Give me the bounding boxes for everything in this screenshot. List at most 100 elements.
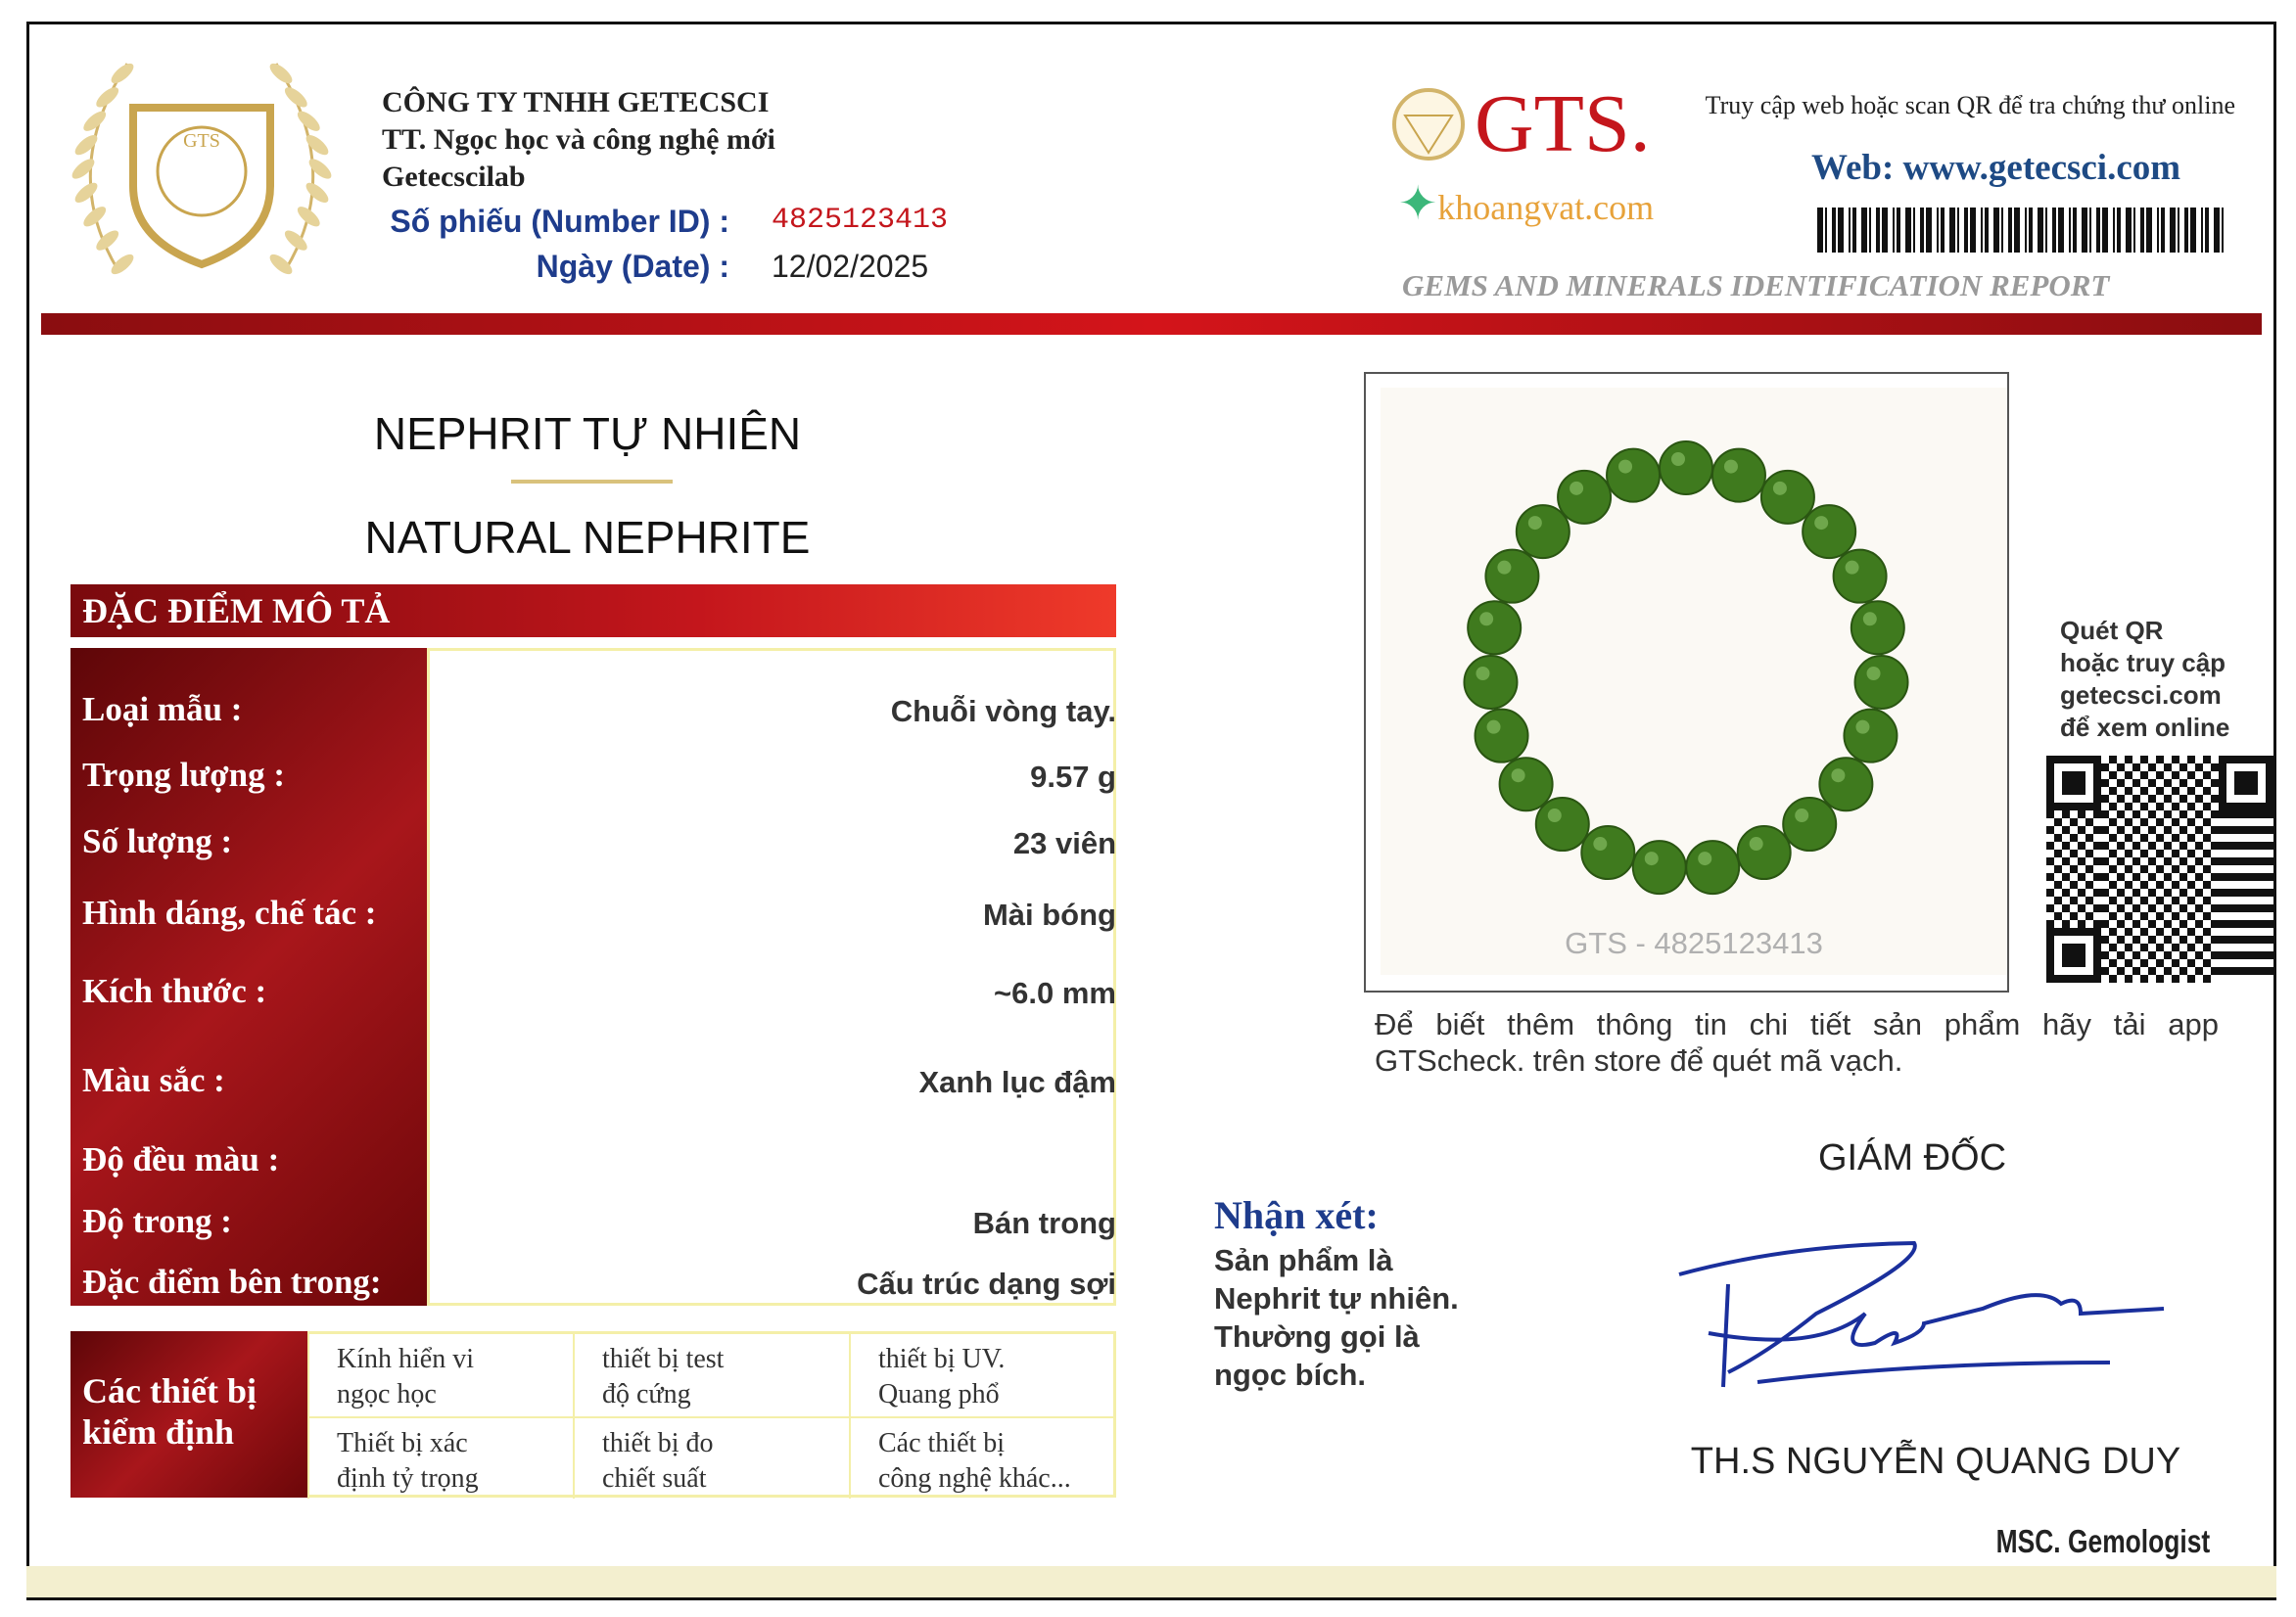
- qr-module: [2242, 771, 2250, 779]
- qr-module: [2172, 803, 2179, 810]
- qr-module: [2250, 951, 2258, 959]
- qr-module: [2132, 810, 2140, 818]
- qr-module: [2101, 951, 2109, 959]
- barcode-bar: [2045, 208, 2047, 253]
- qr-module: [2046, 803, 2054, 810]
- bead: [1631, 840, 1687, 896]
- qr-module: [2070, 803, 2078, 810]
- qr-module: [2266, 936, 2273, 944]
- qr-module: [2109, 912, 2117, 920]
- qr-module: [2195, 810, 2203, 818]
- qr-module: [2125, 928, 2132, 936]
- qr-module: [2156, 787, 2164, 795]
- qr-module: [2195, 842, 2203, 850]
- barcode-bar: [2069, 208, 2071, 253]
- qr-module: [2266, 873, 2273, 881]
- property-value: ~6.0 mm: [994, 976, 1116, 1010]
- qr-module: [2101, 795, 2109, 803]
- qr-module: [2179, 810, 2187, 818]
- qr-module: [2148, 904, 2156, 912]
- qr-module: [2109, 897, 2117, 904]
- bead-highlight: [1547, 808, 1562, 823]
- qr-module: [2203, 787, 2211, 795]
- qr-module: [2156, 834, 2164, 842]
- bead: [1818, 757, 1874, 812]
- qr-module: [2117, 810, 2125, 818]
- barcode-bar: [1817, 208, 1823, 253]
- qr-module: [2125, 834, 2132, 842]
- qr-module: [2125, 897, 2132, 904]
- qr-module: [2195, 779, 2203, 787]
- qr-module: [2046, 873, 2054, 881]
- qr-module: [2046, 771, 2054, 779]
- qr-module: [2046, 975, 2054, 983]
- qr-module: [2078, 951, 2085, 959]
- barcode-bar: [1957, 208, 1959, 253]
- qr-module: [2125, 771, 2132, 779]
- barcode-bar: [2157, 208, 2159, 253]
- bead: [1710, 447, 1766, 503]
- qr-module: [2172, 897, 2179, 904]
- qr-module: [2179, 873, 2187, 881]
- barcode-bar: [1905, 208, 1911, 253]
- qr-module: [2046, 967, 2054, 975]
- qr-module: [2195, 904, 2203, 912]
- website-link[interactable]: Web: www.getecsci.com: [1811, 148, 2181, 188]
- qr-module: [2172, 818, 2179, 826]
- qr-module: [2156, 850, 2164, 857]
- bead: [1463, 654, 1519, 710]
- qr-module: [2132, 873, 2140, 881]
- barcode-bar: [2222, 208, 2224, 253]
- qr-code[interactable]: [2046, 756, 2273, 983]
- bead-highlight: [1749, 837, 1763, 852]
- qr-module: [2140, 834, 2148, 842]
- qr-module: [2078, 975, 2085, 983]
- barcode-bar: [2201, 208, 2203, 253]
- qr-module: [2266, 951, 2273, 959]
- qr-module: [2132, 904, 2140, 912]
- barcode-bar: [1949, 208, 1955, 253]
- qr-module: [2062, 756, 2070, 763]
- bead-highlight: [1814, 516, 1829, 531]
- wreath-leaf: [297, 207, 320, 227]
- report-title: GEMS AND MINERALS IDENTIFICATION REPORT: [1402, 268, 2110, 302]
- qr-module: [2258, 936, 2266, 944]
- qr-module: [2156, 897, 2164, 904]
- qr-module: [2250, 936, 2258, 944]
- qr-module: [2156, 818, 2164, 826]
- qr-module: [2242, 826, 2250, 834]
- property-label: Độ đều màu :: [82, 1140, 280, 1178]
- qr-module: [2250, 873, 2258, 881]
- qr-module: [2195, 920, 2203, 928]
- qr-module: [2195, 857, 2203, 865]
- barcode-bar: [2029, 208, 2033, 253]
- qr-module: [2093, 944, 2101, 951]
- qr-module: [2062, 779, 2070, 787]
- qr-module: [2242, 951, 2250, 959]
- qr-module: [2109, 959, 2117, 967]
- qr-module: [2234, 873, 2242, 881]
- bead-highlight: [1497, 560, 1512, 575]
- bead: [1843, 708, 1898, 763]
- property-label: Hình dáng, chế tác :: [82, 894, 377, 932]
- qr-module: [2117, 889, 2125, 897]
- barcode-bar: [1985, 208, 1989, 253]
- company-lab: Getecscilab: [382, 161, 526, 193]
- qr-module: [2054, 897, 2062, 904]
- qr-module: [2093, 857, 2101, 865]
- barcode-bar: [2089, 208, 2091, 253]
- qr-module: [2109, 787, 2117, 795]
- barcode-bar: [1882, 208, 1888, 253]
- qr-module: [2046, 810, 2054, 818]
- qr-module: [2140, 787, 2148, 795]
- qr-module: [2046, 842, 2054, 850]
- qr-module: [2070, 818, 2078, 826]
- property-value: Bán trong: [972, 1206, 1116, 1240]
- property-label: Loại mẫu :: [82, 690, 243, 728]
- qr-module: [2054, 850, 2062, 857]
- qr-module: [2070, 959, 2078, 967]
- qr-module: [2093, 779, 2101, 787]
- qr-module: [2117, 873, 2125, 881]
- qr-module: [2070, 975, 2078, 983]
- qr-module: [2187, 959, 2195, 967]
